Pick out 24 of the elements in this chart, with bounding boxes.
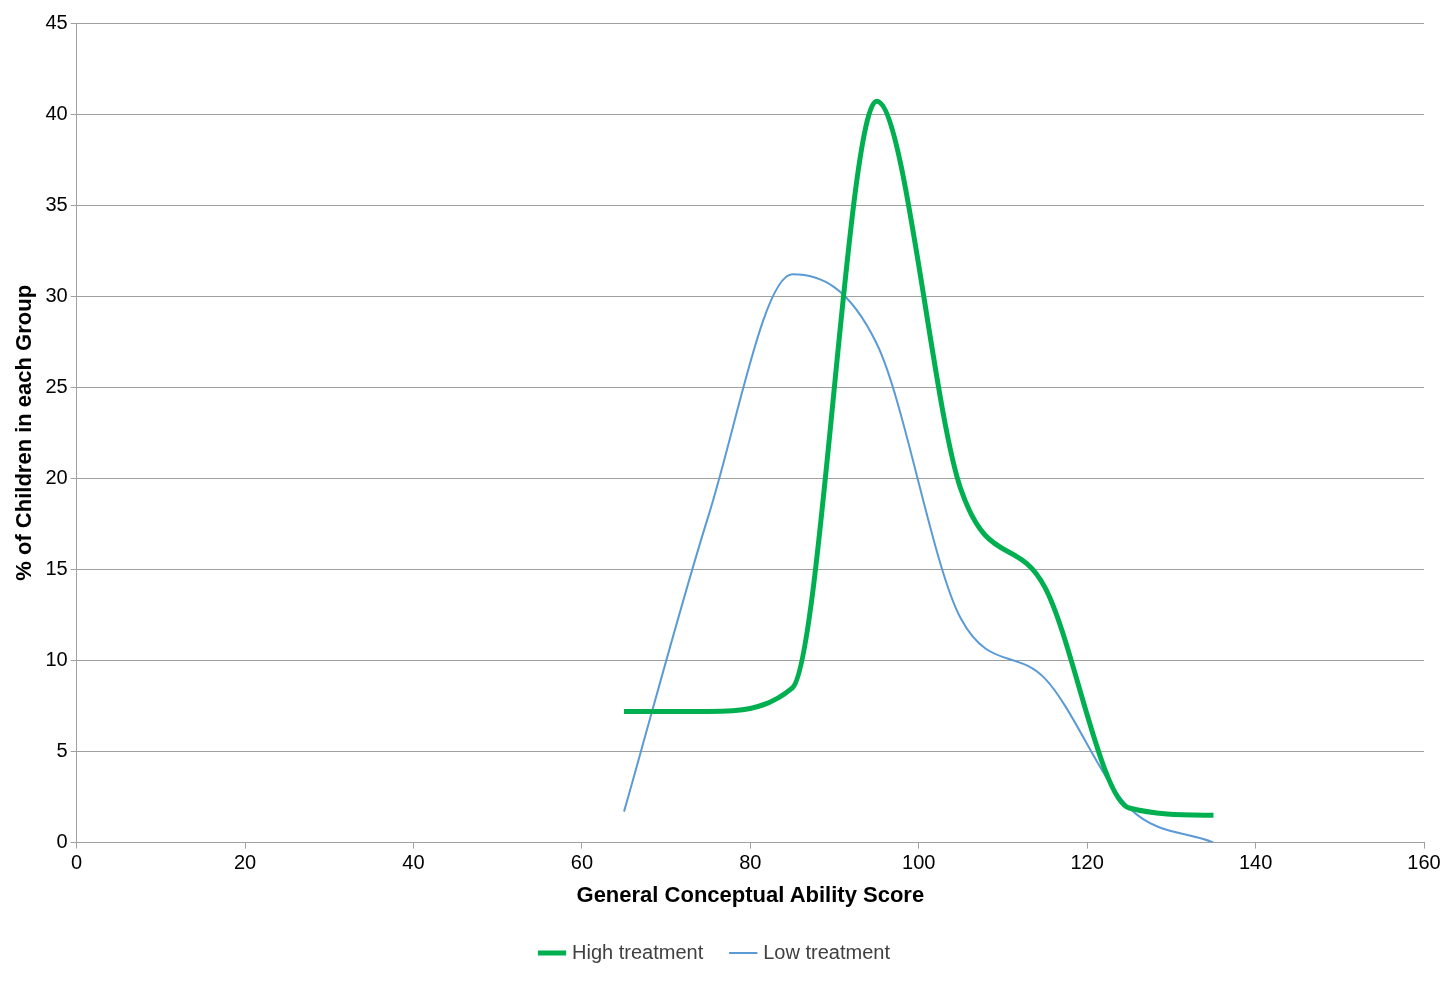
y-tick-label: 10 [45, 647, 68, 670]
x-tick-label: 140 [1238, 851, 1273, 874]
x-tick-label: 100 [902, 851, 936, 874]
x-tick-label: 20 [233, 851, 257, 874]
x-tick-label: 120 [1070, 851, 1104, 874]
y-tick-label: 5 [56, 739, 68, 762]
x-axis-title: General Conceptual Ability Score [576, 881, 925, 907]
x-tick-label: 0 [71, 851, 83, 874]
legend-label: Low treatment [763, 940, 891, 963]
y-tick-label: 45 [45, 10, 68, 33]
x-tick-label: 80 [739, 851, 762, 874]
y-tick-label: 40 [45, 101, 68, 124]
y-axis-title: % of Children in each Group [11, 284, 37, 581]
y-tick-label: 30 [45, 283, 68, 306]
legend-label: High treatment [572, 940, 704, 963]
y-tick-label: 25 [45, 374, 68, 397]
line-series [623, 273, 1215, 843]
y-tick-label: 0 [56, 830, 68, 853]
x-tick-label: 160 [1407, 851, 1441, 874]
y-tick-label: 35 [45, 192, 68, 215]
y-tick-label: 20 [45, 465, 68, 488]
x-tick-label: 60 [570, 851, 594, 874]
y-tick-label: 15 [45, 556, 68, 579]
x-tick-label: 40 [402, 851, 425, 874]
